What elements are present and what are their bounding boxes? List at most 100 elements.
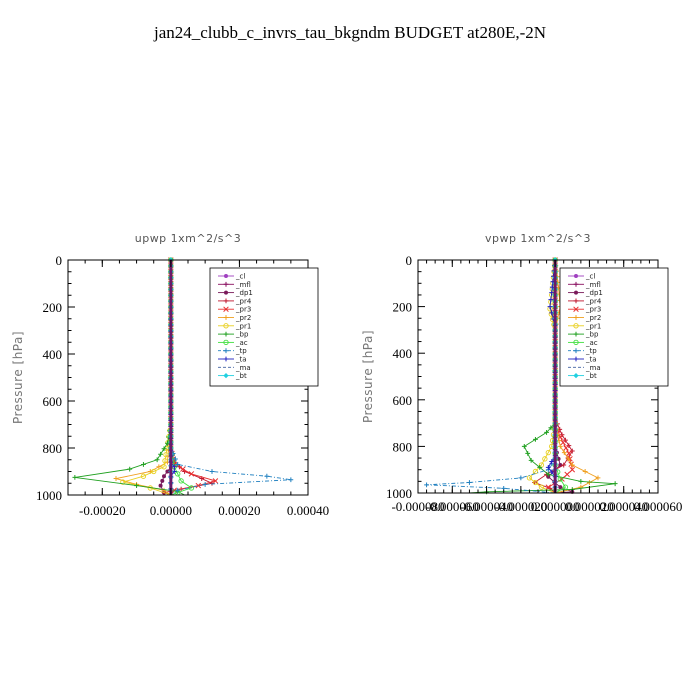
legend-label-pr3: _pr3 xyxy=(585,306,601,314)
legend-marker-ac xyxy=(223,339,229,346)
series-marker-bp xyxy=(533,437,538,442)
series-marker-bp xyxy=(528,457,534,463)
y-tick-label: 200 xyxy=(43,300,63,315)
panel-title: upwp 1xm^2/s^3 xyxy=(135,232,242,245)
legend-marker-tp xyxy=(223,348,229,354)
series-marker-pr2 xyxy=(161,487,167,493)
series-marker-ta xyxy=(548,297,554,303)
legend-marker-ta xyxy=(223,356,229,362)
series-marker-bp xyxy=(537,464,543,470)
series-marker-pr3 xyxy=(195,482,202,489)
series-marker-bp xyxy=(578,478,584,484)
series-marker-pr3 xyxy=(560,439,566,446)
series-marker-bp xyxy=(521,444,527,449)
legend-label-dp1: _dp1 xyxy=(585,289,603,297)
y-tick-label: 400 xyxy=(393,346,413,361)
legend-marker-pr2 xyxy=(223,315,229,320)
legend-label-ta: _ta xyxy=(235,356,247,364)
series-marker-pr2 xyxy=(156,464,162,470)
series-marker-tp xyxy=(518,475,524,481)
series-marker-pr3 xyxy=(188,471,195,477)
legend-label-bp: _bp xyxy=(585,331,599,339)
legend-marker-ac xyxy=(573,339,579,346)
series-marker-tp xyxy=(173,456,178,462)
legend-marker-pr2 xyxy=(573,315,579,320)
y-axis-label: Pressure [hPa] xyxy=(361,330,375,423)
legend-label-tp: _tp xyxy=(235,347,247,355)
chart-panel-2: vpwp 1xm^2/s^3 Pressure [hPa] 0 200 400 600 80… xyxy=(361,232,682,514)
legend-marker-pr4 xyxy=(223,298,229,304)
legend-label-pr4: _pr4 xyxy=(235,297,252,305)
series-marker-pr3 xyxy=(563,445,569,451)
x-tick-label: 0.000040 xyxy=(599,499,648,514)
legend-marker-mfl xyxy=(573,281,579,287)
legend-marker-pr1 xyxy=(223,323,229,329)
legend-label-bt: _bt xyxy=(235,372,247,380)
x-tick-label: -0.000080 xyxy=(391,499,444,514)
x-tick-label: -0.000040 xyxy=(460,499,513,514)
legend-label-ac: _ac xyxy=(235,339,248,347)
series-marker-pr2 xyxy=(113,476,119,481)
legend-label-ac: _ac xyxy=(585,339,598,347)
series-marker-pr4 xyxy=(561,462,567,468)
y-tick-label: 200 xyxy=(393,300,413,315)
series-tp xyxy=(424,257,558,494)
legend-label-ta: _ta xyxy=(585,356,597,364)
legend: _cl_mfl_dp1_pr4_pr3_pr2_pr1_bp_ac_tp_ta_… xyxy=(559,267,669,387)
x-tick-label: -0.000060 xyxy=(426,499,479,514)
legend-label-pr1: _pr1 xyxy=(585,322,601,330)
series-marker-ta xyxy=(545,464,551,470)
series-pr2 xyxy=(113,257,174,496)
series-marker-bp xyxy=(154,457,160,463)
legend-label-cl: _cl xyxy=(585,273,595,281)
y-tick-label: 400 xyxy=(43,347,63,362)
legend-label-pr4: _pr4 xyxy=(585,297,602,305)
series-marker-dp1 xyxy=(162,474,166,479)
legend-label-cl: _cl xyxy=(235,273,245,281)
series-marker-ta xyxy=(549,459,555,464)
series-marker-pr2 xyxy=(595,475,601,481)
series-marker-tp xyxy=(209,469,215,474)
series-marker-pr1 xyxy=(542,456,548,462)
series-marker-ta xyxy=(549,290,555,296)
series-marker-pr3 xyxy=(180,466,186,472)
series-marker-ac xyxy=(175,471,181,477)
series-marker-bp xyxy=(544,430,549,435)
figure-title: jan24_clubb_c_invrs_tau_bkgndm BUDGET at… xyxy=(153,23,546,42)
y-tick-label: 0 xyxy=(406,253,413,268)
series-marker-ta xyxy=(547,304,553,309)
series-marker-pr1 xyxy=(161,464,167,470)
legend-label-mfl: _mfl xyxy=(585,281,601,289)
y-tick-label: 1000 xyxy=(386,486,412,501)
y-tick-label: 1000 xyxy=(36,488,62,503)
legend-marker-dp1 xyxy=(224,290,228,295)
series-marker-tp xyxy=(288,477,294,483)
legend-marker-cl xyxy=(574,274,578,278)
series-marker-pr1 xyxy=(163,452,169,458)
y-tick-label: 600 xyxy=(43,394,63,409)
series-marker-pr1 xyxy=(151,468,157,475)
legend-label-pr1: _pr1 xyxy=(235,322,251,330)
series-marker-bp xyxy=(72,474,78,480)
chart-panel-1: upwp 1xm^2/s^3 Pressure [hPa] 0 200 400 600 80… xyxy=(11,232,329,518)
series-marker-pr2 xyxy=(582,469,588,474)
legend-label-ma: _ma xyxy=(585,364,601,372)
legend-marker-dp1 xyxy=(574,290,578,295)
y-tick-label: 0 xyxy=(56,253,63,268)
series-marker-ta xyxy=(549,469,555,475)
x-tick-label: 0.000020 xyxy=(565,499,614,514)
x-tick-label: 0.000000 xyxy=(531,499,580,514)
series-marker-tp xyxy=(264,473,270,479)
series-marker-pr2 xyxy=(569,462,575,468)
series-marker-pr2 xyxy=(561,450,567,456)
series-marker-pr2 xyxy=(565,456,571,462)
x-tick-label: 0.00040 xyxy=(287,503,329,518)
series-pr1 xyxy=(120,257,174,496)
x-tick-label: -0.00020 xyxy=(79,503,126,518)
series-marker-tp xyxy=(175,462,181,467)
legend: _cl_mfl_dp1_pr4_pr3_pr2_pr1_bp_ac_tp_ta_… xyxy=(209,267,319,387)
series-marker-ac xyxy=(557,476,563,482)
y-tick-label: 800 xyxy=(393,439,413,454)
series-marker-bp xyxy=(612,481,618,487)
